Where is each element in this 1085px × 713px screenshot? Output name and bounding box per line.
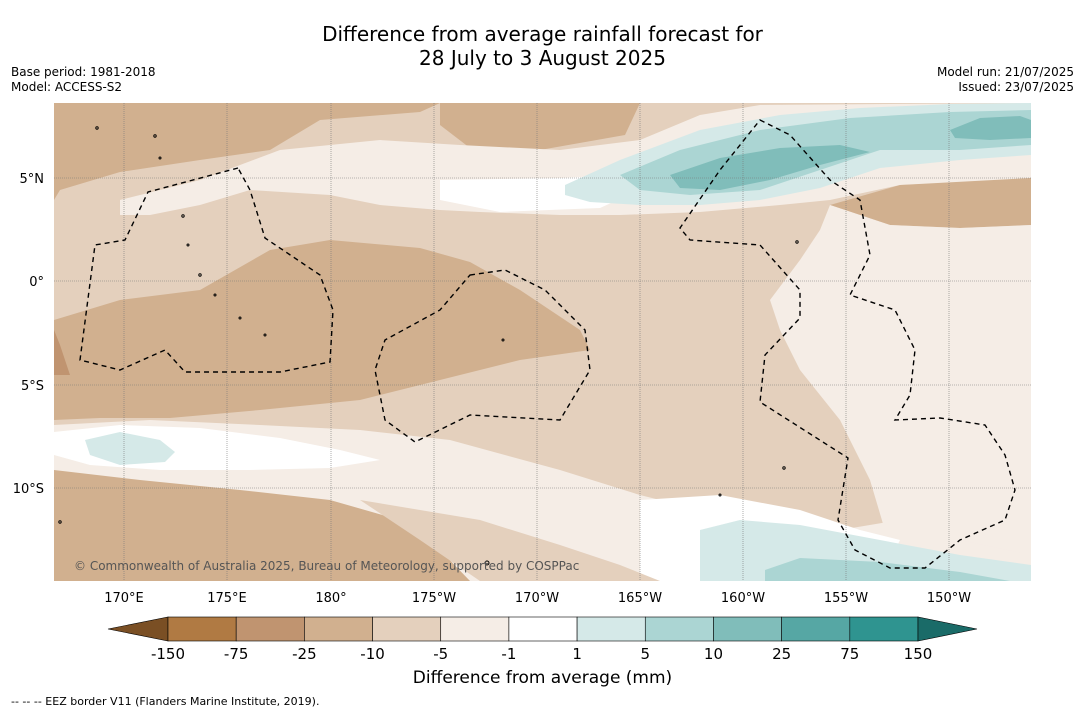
field-north-wet-high — [670, 145, 870, 190]
colorbar-extend-low — [107, 616, 169, 642]
model-text: Model: ACCESS-S2 — [11, 80, 123, 94]
eez-tuvalu — [79, 167, 334, 373]
colorbar-tick-label: -5 — [433, 645, 448, 663]
model-run-text: Model run: 21/07/2025 — [936, 65, 1074, 79]
lon-label: 165°W — [618, 591, 662, 606]
colorbar-swatch — [644, 616, 714, 642]
field-sw-wet — [85, 432, 175, 465]
field-upper-center-dry — [440, 103, 640, 150]
colorbar-swatch — [713, 616, 782, 642]
colorbar-tick-label: 25 — [772, 645, 791, 663]
field-south-mid — [360, 500, 660, 581]
lon-label: 155°W — [824, 591, 868, 606]
lat-label: 5°N — [20, 172, 45, 187]
lat-labels: 5°N 0° 5°S 10°S — [13, 172, 44, 497]
lon-label: 170°W — [515, 591, 559, 606]
map-title: Difference from average rainfall forecas… — [0, 22, 1085, 70]
colorbar-swatch — [508, 616, 578, 642]
title-line-2: 28 July to 3 August 2025 — [419, 46, 666, 70]
lon-label: 150°W — [927, 591, 971, 606]
lon-label: 160°W — [721, 591, 765, 606]
colorbar-tick-label: -25 — [292, 645, 317, 663]
lat-label: 10°S — [13, 482, 44, 497]
lon-label: 180° — [315, 591, 346, 606]
colorbar-tick-label: 150 — [904, 645, 933, 663]
colorbar-tick-label: 5 — [640, 645, 650, 663]
field-west-dry-strong — [54, 330, 70, 375]
eez-borders — [79, 119, 1016, 569]
lon-label: 175°E — [207, 591, 247, 606]
lon-label: 170°E — [104, 591, 144, 606]
meta-right: Model run: 21/07/2025 Issued: 23/07/2025 — [937, 65, 1074, 95]
lat-label: 5°S — [21, 379, 44, 394]
lat-label: 0° — [29, 275, 44, 290]
lon-labels: 170°E 175°E 180° 175°W 170°W 165°W 160°W… — [104, 591, 971, 606]
field-central-dry — [54, 240, 590, 420]
colorbar-tick-label: -150 — [151, 645, 185, 663]
title-line-1: Difference from average rainfall forecas… — [322, 22, 763, 46]
copyright-text: © Commonwealth of Australia 2025, Bureau… — [74, 559, 579, 573]
field-east-dry — [830, 178, 1031, 228]
base-period-text: Base period: 1981-2018 — [11, 65, 156, 79]
colorbar-swatch — [167, 616, 237, 642]
colorbar-tick-label: -75 — [224, 645, 249, 663]
colorbar-extend-high — [917, 616, 978, 642]
colorbar-title: Difference from average (mm) — [412, 668, 673, 688]
colorbar-swatch — [235, 616, 305, 642]
meta-left: Base period: 1981-2018 Model: ACCESS-S2 — [11, 65, 156, 95]
lon-label: 175°W — [412, 591, 456, 606]
colorbar-swatch — [576, 616, 646, 642]
eez-legend-note: -- -- -- EEZ border V11 (Flanders Marine… — [11, 695, 320, 708]
eez-kiribati-line — [679, 119, 1016, 569]
field-upper-left-dry — [54, 103, 440, 200]
colorbar-tick-label: -1 — [501, 645, 516, 663]
colorbar-tick-label: 75 — [840, 645, 859, 663]
island-dots — [58, 126, 799, 566]
colorbar-swatch — [849, 616, 919, 642]
colorbar-swatch — [304, 616, 373, 642]
colorbar-swatch — [440, 616, 510, 642]
field-ne-wet-high — [950, 116, 1031, 140]
colorbar-swatch — [781, 616, 851, 642]
field-sw-dry — [54, 470, 470, 581]
issued-text: Issued: 23/07/2025 — [958, 80, 1074, 94]
map-gridlines — [54, 103, 1031, 581]
colorbar-tick-label: 10 — [704, 645, 723, 663]
map-fields — [54, 103, 1031, 581]
field-east-light — [770, 205, 1031, 581]
eez-tokelau — [374, 269, 591, 443]
colorbar-tick-label: 1 — [572, 645, 582, 663]
colorbar-swatch — [372, 616, 442, 642]
colorbar: -150 -75 -25 -10 -5 -1 1 5 10 25 75 150 — [107, 616, 978, 663]
colorbar-tick-label: -10 — [360, 645, 385, 663]
